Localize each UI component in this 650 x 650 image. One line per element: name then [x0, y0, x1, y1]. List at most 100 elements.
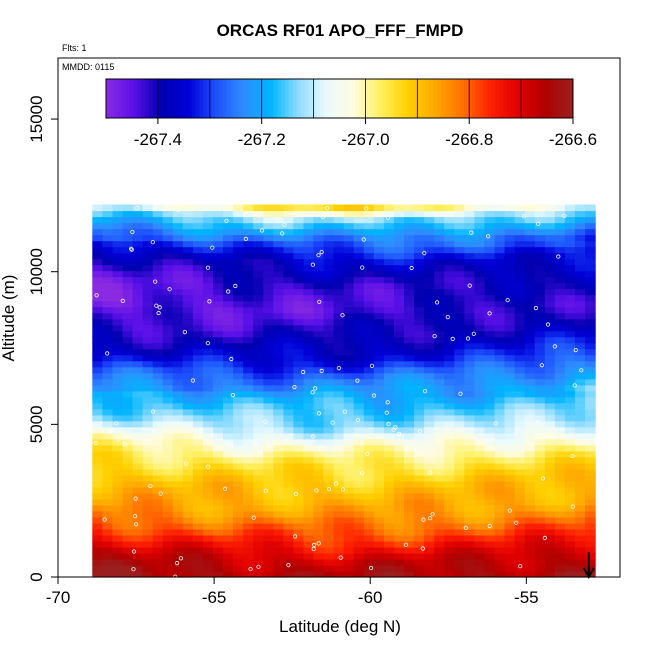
heatmap-cell [363, 354, 375, 362]
heatmap-cell [162, 330, 174, 338]
heatmap-cell [132, 276, 144, 284]
colorbar-segment [495, 79, 500, 118]
heatmap-cell [544, 426, 556, 434]
heatmap-cell [363, 366, 375, 374]
heatmap-cell [363, 444, 375, 452]
heatmap-cell [424, 222, 435, 230]
heatmap-cell [122, 438, 134, 446]
heatmap-cell [424, 252, 435, 260]
heatmap-cell [534, 258, 546, 266]
sample-point [280, 231, 285, 236]
heatmap-cell [273, 366, 284, 374]
heatmap-cell [504, 553, 516, 560]
heatmap-cell [243, 571, 254, 578]
heatmap-cell [424, 547, 435, 554]
heatmap-cell [383, 372, 395, 380]
heatmap-cell [112, 252, 124, 260]
heatmap-cell [213, 438, 224, 446]
heatmap-cell [474, 270, 486, 278]
heatmap-cell [464, 414, 475, 422]
heatmap-cell [112, 240, 124, 248]
heatmap-cell [333, 559, 345, 566]
heatmap-cell [152, 456, 164, 464]
y-tick-label: 0 [27, 572, 46, 581]
heatmap-cell [213, 541, 224, 548]
heatmap-cell [152, 348, 164, 356]
heatmap-cell [353, 492, 365, 500]
heatmap-cell [112, 342, 124, 350]
heatmap-cell [585, 300, 596, 308]
heatmap-cell [585, 246, 596, 254]
heatmap-cell [373, 559, 385, 566]
heatmap-cell [414, 288, 425, 296]
heatmap-cell [132, 204, 144, 212]
heatmap-cell [544, 330, 556, 338]
heatmap-cell [544, 528, 556, 536]
heatmap-cell [182, 204, 194, 212]
heatmap-cell [504, 498, 516, 506]
heatmap-cell [544, 468, 556, 476]
heatmap-cell [514, 228, 526, 236]
heatmap-cell [534, 444, 546, 452]
heatmap-cell [142, 342, 154, 350]
heatmap-cell [474, 222, 486, 230]
heatmap-cell [424, 534, 435, 542]
heatmap-cell [213, 474, 224, 482]
heatmap-cell [585, 390, 596, 398]
heatmap-cell [534, 300, 546, 308]
heatmap-cell [383, 240, 395, 248]
heatmap-cell [263, 565, 274, 572]
colorbar-segment [467, 79, 473, 118]
heatmap-cell [303, 468, 315, 476]
colorbar-segment [285, 79, 290, 118]
heatmap-cell [273, 234, 284, 242]
heatmap-cell [162, 354, 174, 362]
heatmap-cell [162, 559, 174, 566]
heatmap-cell [303, 547, 315, 554]
heatmap-cell [494, 282, 506, 290]
sample-point [316, 253, 321, 258]
heatmap-cell [172, 432, 184, 440]
colorbar-segment [506, 79, 512, 118]
heatmap-cell [283, 342, 295, 350]
heatmap-cell [243, 474, 254, 482]
sample-points [93, 206, 584, 579]
heatmap-cell [263, 462, 274, 470]
heatmap-cell [574, 420, 586, 428]
sample-point [579, 368, 584, 373]
colorbar-segment [238, 79, 243, 118]
heatmap-cell [373, 426, 385, 434]
colorbar-segment [160, 79, 165, 118]
heatmap-cell [343, 312, 355, 320]
heatmap-cell [253, 498, 264, 506]
heatmap-cell [172, 565, 184, 572]
colorbar-segment [491, 79, 496, 118]
heatmap-cell [202, 366, 214, 374]
heatmap-cell [524, 426, 536, 434]
heatmap-cell [534, 282, 546, 290]
heatmap-cell [514, 534, 526, 542]
heatmap-cell [182, 402, 194, 410]
colorbar-segment [230, 79, 235, 118]
heatmap-cell [574, 534, 586, 542]
heatmap-cell [243, 210, 254, 218]
heatmap-cell [444, 408, 455, 416]
heatmap-cell [323, 444, 335, 452]
heatmap-cell [142, 492, 154, 500]
heatmap-cell [273, 222, 284, 230]
heatmap-cell [514, 348, 526, 356]
heatmap-cell [132, 270, 144, 278]
heatmap-cell [424, 270, 435, 278]
heatmap-cell [233, 432, 244, 440]
heatmap-cell [585, 252, 596, 260]
heatmap-cell [323, 258, 335, 266]
heatmap-cell [323, 432, 335, 440]
heatmap-cell [283, 559, 295, 566]
heatmap-cell [363, 288, 375, 296]
heatmap-cell [213, 342, 224, 350]
heatmap-cell [223, 390, 234, 398]
heatmap-cell [414, 360, 425, 368]
colorbar-segment [172, 79, 177, 118]
heatmap-cell [92, 420, 103, 428]
heatmap-cell [534, 228, 546, 236]
